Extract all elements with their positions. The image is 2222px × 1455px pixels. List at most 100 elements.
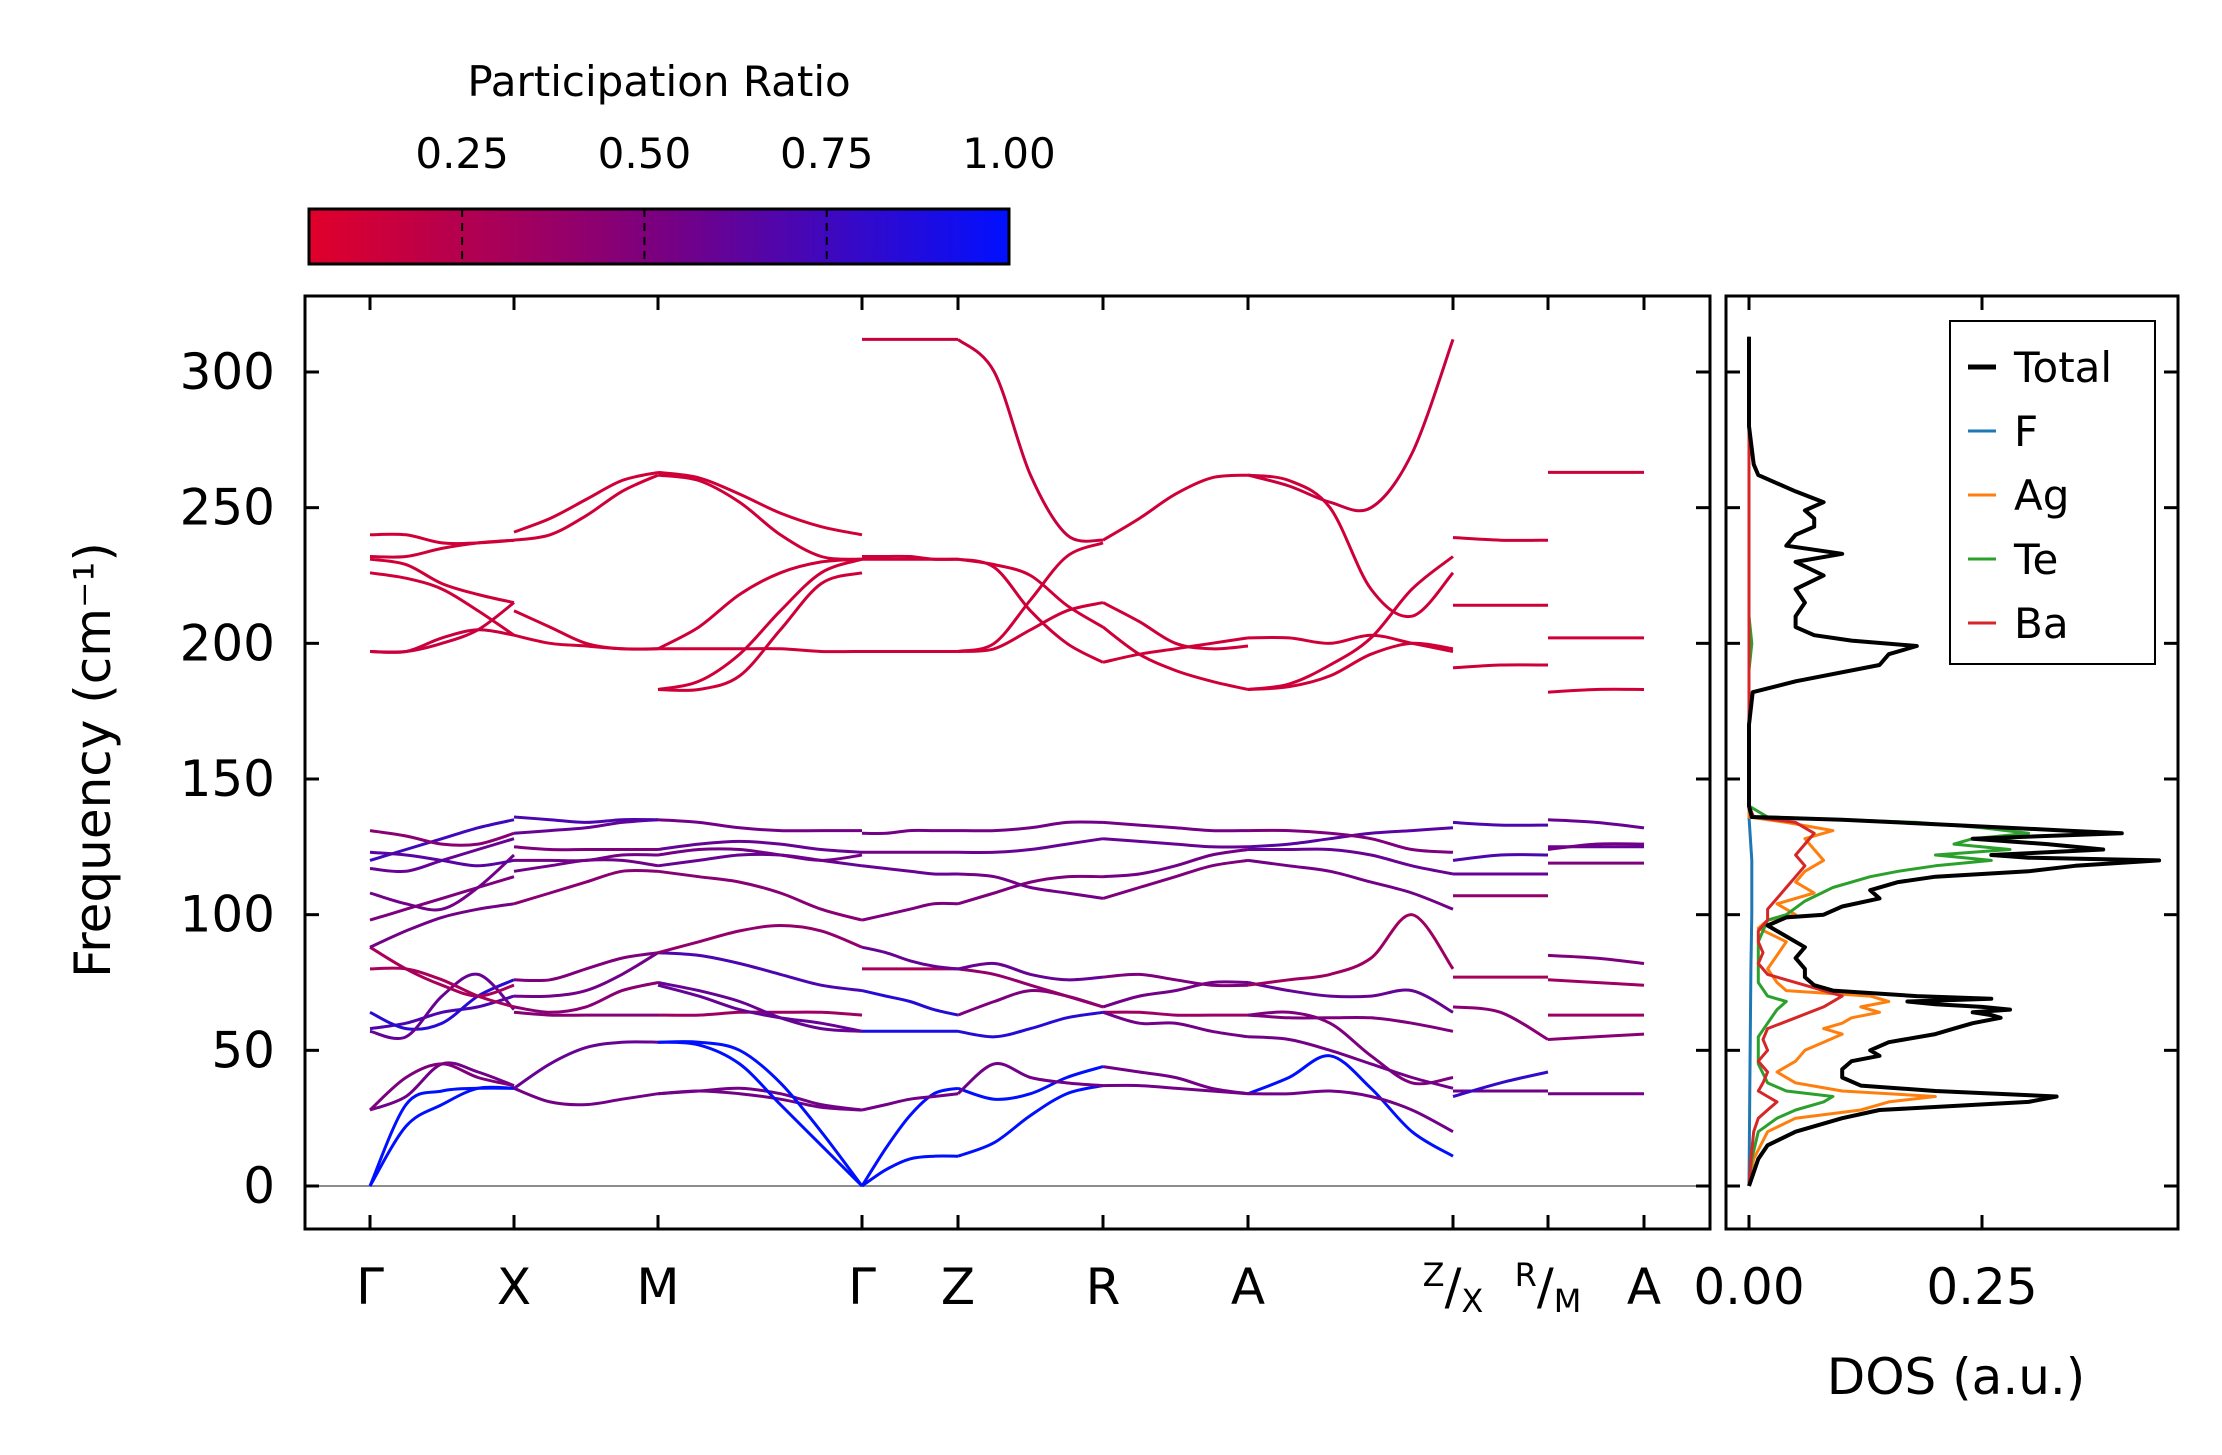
colorbar-tick-label: 1.00 — [962, 129, 1056, 178]
band-plot-frame — [305, 296, 1710, 1229]
band-line-9-1 — [1547, 1032, 1645, 1041]
band-line-4-7 — [957, 874, 1104, 906]
y-tick-label: 300 — [180, 343, 275, 401]
band-line-4-0 — [957, 1084, 1104, 1158]
legend-label-ba: Ba — [2014, 599, 2069, 648]
band-line-8-2 — [1452, 1005, 1549, 1041]
x-tick-label: Z — [941, 1258, 975, 1316]
band-line-4-13 — [957, 557, 1104, 629]
band-line-6-4 — [1247, 981, 1454, 1014]
band-line-1-8 — [514, 853, 659, 863]
colorbar: Participation Ratio 0.25 0.50 0.75 1.00 — [307, 57, 1056, 266]
band-line-2-2 — [657, 1040, 864, 1187]
band-line-0-1 — [368, 1086, 515, 1187]
band-line-6-3 — [1247, 1013, 1454, 1033]
band-line-8-1 — [1452, 1070, 1549, 1098]
colorbar-tick-label: 0.50 — [598, 129, 692, 178]
band-line-0-15 — [369, 829, 515, 847]
band-line-1-9 — [513, 845, 658, 852]
band-line-6-6 — [1247, 1035, 1454, 1090]
colorbar-ticks: 0.25 0.50 0.75 1.00 — [415, 129, 1056, 264]
band-line-4-10 — [957, 820, 1104, 833]
band-line-1-1 — [513, 1040, 659, 1090]
band-line-6-1 — [1247, 1089, 1454, 1134]
band-line-2-5 — [657, 981, 863, 1033]
band-line-0-18 — [369, 571, 515, 637]
band-line-5-4 — [1102, 972, 1249, 988]
band-line-2-6 — [657, 983, 863, 1033]
band-line-3-4 — [861, 989, 959, 1017]
y-tick-label: 200 — [180, 614, 275, 672]
legend-label-te: Te — [2013, 535, 2058, 584]
band-line-3-8 — [861, 864, 959, 876]
band-line-1-6 — [513, 868, 659, 906]
legend-box — [1949, 320, 2156, 665]
band-line-3-6 — [861, 945, 959, 971]
band-line-2-19 — [657, 470, 863, 537]
band-line-2-17 — [657, 571, 863, 692]
band-line-6-12 — [1247, 555, 1454, 691]
band-line-1-11 — [513, 815, 659, 824]
legend-label-total: Total — [2013, 343, 2112, 392]
band-line-6-13 — [1247, 641, 1454, 691]
band-line-9-7 — [1547, 842, 1645, 851]
band-line-4-14 — [957, 541, 1104, 653]
band-line-2-14 — [658, 647, 863, 654]
dos-curve-total — [1747, 336, 2162, 1187]
band-line-2-8 — [657, 924, 863, 955]
phonon-bands — [368, 337, 1645, 1188]
band-line-4-8 — [957, 872, 1104, 900]
y-tick-label: 0 — [243, 1157, 275, 1215]
band-line-2-12 — [657, 839, 863, 854]
band-line-8-10 — [1452, 536, 1549, 542]
band-line-2-1 — [657, 1086, 863, 1112]
band-line-2-3 — [657, 1040, 864, 1188]
band-line-4-11 — [957, 601, 1104, 653]
x-tick-label: A — [1627, 1258, 1661, 1316]
band-line-8-7 — [1452, 820, 1549, 827]
band-line-5-10 — [1102, 636, 1249, 664]
band-line-6-14 — [1247, 473, 1455, 619]
dos-x-axis-label: DOS (a.u.) — [1827, 1348, 2086, 1406]
dos-panel: 0.00 0.25 DOS (a.u.) Total F Ag Te Ba — [1693, 294, 2180, 1406]
band-line-2-4 — [657, 1010, 863, 1017]
band-line-1-5 — [513, 951, 659, 983]
x-tick-label: X — [497, 1258, 531, 1316]
band-line-4-15 — [956, 338, 1104, 543]
x-tick-label: Γ — [848, 1258, 876, 1316]
band-line-6-15 — [1247, 338, 1455, 513]
y-axis-label: Frequency (cm⁻¹) — [64, 542, 122, 978]
band-line-0-21 — [369, 532, 515, 546]
band-line-4-6 — [957, 961, 1104, 982]
band-line-3-10 — [861, 828, 958, 835]
band-line-0-11 — [369, 853, 516, 912]
band-line-1-14 — [513, 473, 659, 542]
dos-legend: Total F Ag Te Ba — [1949, 320, 2156, 665]
dos-axes-ticks: 0.00 0.25 — [1693, 296, 2178, 1316]
colorbar-tick-label: 0.75 — [780, 129, 874, 178]
band-line-0-7 — [369, 945, 515, 998]
band-line-3-13 — [862, 554, 959, 561]
band-line-0-14 — [369, 850, 515, 868]
band-line-3-2 — [861, 1092, 959, 1112]
band-line-4-3 — [957, 1010, 1104, 1039]
band-line-5-7 — [1102, 848, 1249, 879]
x-tick-label: R/M — [1515, 1256, 1582, 1320]
band-line-4-9 — [957, 837, 1104, 854]
band-line-5-12 — [1102, 601, 1249, 651]
y-tick-label: 100 — [180, 886, 275, 944]
band-line-0-10 — [369, 875, 515, 922]
dos-x-tick-label: 0.25 — [1926, 1258, 2037, 1316]
band-line-9-8 — [1547, 818, 1645, 830]
band-line-3-7 — [861, 901, 959, 922]
x-tick-label: A — [1231, 1258, 1265, 1316]
y-tick-label: 250 — [180, 479, 275, 537]
dos-curve-ba — [1747, 336, 1844, 1187]
colorbar-label: Participation Ratio — [467, 57, 850, 106]
band-line-2-18 — [657, 473, 863, 561]
band-line-0-17 — [369, 628, 515, 654]
band-line-6-10 — [1247, 828, 1454, 854]
band-line-2-15 — [657, 557, 863, 651]
x-tick-label: Γ — [356, 1258, 384, 1316]
